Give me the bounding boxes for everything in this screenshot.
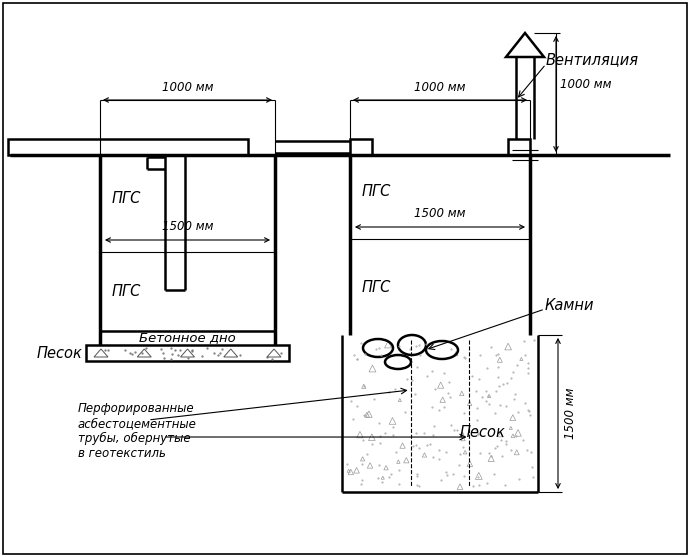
Text: 1500 мм: 1500 мм xyxy=(414,207,466,220)
Text: Камни: Камни xyxy=(545,297,595,312)
Text: Бетонное дно: Бетонное дно xyxy=(139,331,236,344)
Text: Перфорированные
асбестоцементные
трубы, обернутые
в геотекстиль: Перфорированные асбестоцементные трубы, … xyxy=(78,402,197,460)
Text: ПГС: ПГС xyxy=(112,284,141,299)
Text: 1500 мм: 1500 мм xyxy=(161,220,213,233)
Text: 1000 мм: 1000 мм xyxy=(560,77,611,90)
Text: 1000 мм: 1000 мм xyxy=(161,81,213,94)
Text: 1000 мм: 1000 мм xyxy=(414,81,466,94)
Text: Песок: Песок xyxy=(460,425,506,440)
Text: ПГС: ПГС xyxy=(362,184,391,199)
Text: 1500 мм: 1500 мм xyxy=(564,388,577,439)
Text: ПГС: ПГС xyxy=(112,191,141,206)
Text: ПГС: ПГС xyxy=(362,280,391,295)
Text: Вентиляция: Вентиляция xyxy=(546,52,639,67)
Polygon shape xyxy=(506,33,544,57)
Text: Песок: Песок xyxy=(36,345,82,360)
